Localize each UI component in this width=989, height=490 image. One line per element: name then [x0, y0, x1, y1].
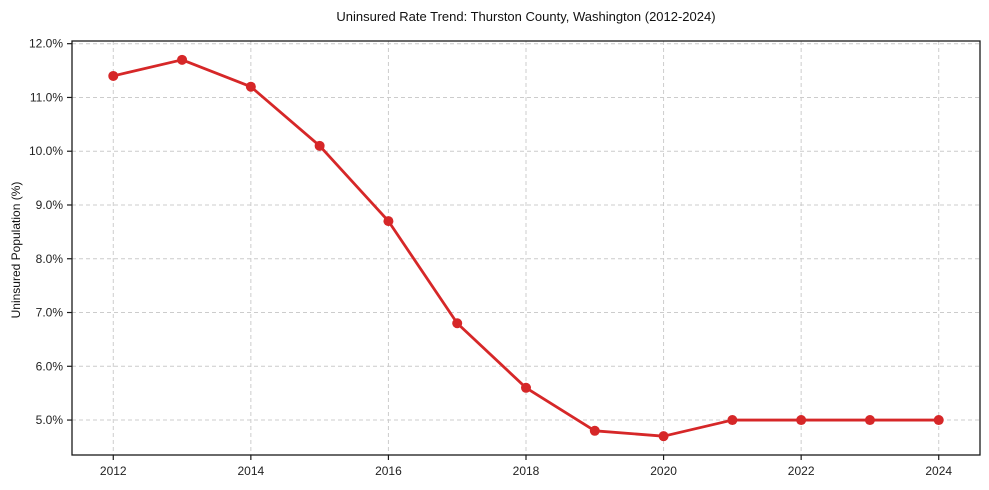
x-tick-label: 2024 [925, 464, 952, 478]
data-point-marker [314, 140, 325, 151]
y-tick-label: 11.0% [30, 90, 63, 104]
data-point-marker [452, 318, 463, 329]
data-point-marker [864, 415, 875, 426]
data-point-marker [245, 81, 256, 92]
x-tick-label: 2022 [788, 464, 815, 478]
data-point-marker [796, 415, 807, 426]
chart-title: Uninsured Rate Trend: Thurston County, W… [336, 9, 715, 24]
y-tick-label: 12.0% [29, 37, 63, 51]
y-axis-label: Uninsured Population (%) [9, 182, 23, 319]
data-point-marker [108, 70, 119, 81]
x-tick-label: 2012 [100, 464, 127, 478]
y-tick-label: 7.0% [36, 306, 64, 320]
data-point-marker [589, 425, 600, 436]
data-point-marker [658, 431, 669, 442]
axis-ticks [67, 43, 940, 460]
y-tick-label: 8.0% [36, 252, 64, 266]
data-point-marker [383, 216, 394, 227]
data-point-marker [727, 415, 738, 426]
axis-tick-labels: 2012 2014 2016 2018 2020 2022 2024 5.0% 6.0% 7.0%… [29, 37, 952, 478]
x-tick-label: 2014 [237, 464, 264, 478]
y-tick-label: 5.0% [36, 413, 64, 427]
x-tick-label: 2016 [375, 464, 402, 478]
trend-line-series [108, 54, 944, 442]
y-tick-label: 6.0% [36, 359, 64, 373]
data-point-marker [933, 415, 944, 426]
y-tick-label: 9.0% [36, 198, 64, 212]
data-point-marker [177, 54, 188, 65]
data-point-marker [521, 382, 531, 393]
x-tick-label: 2018 [513, 464, 540, 478]
x-tick-label: 2020 [650, 464, 677, 478]
grid-lines [72, 41, 980, 455]
y-tick-label: 10.0% [29, 144, 63, 158]
